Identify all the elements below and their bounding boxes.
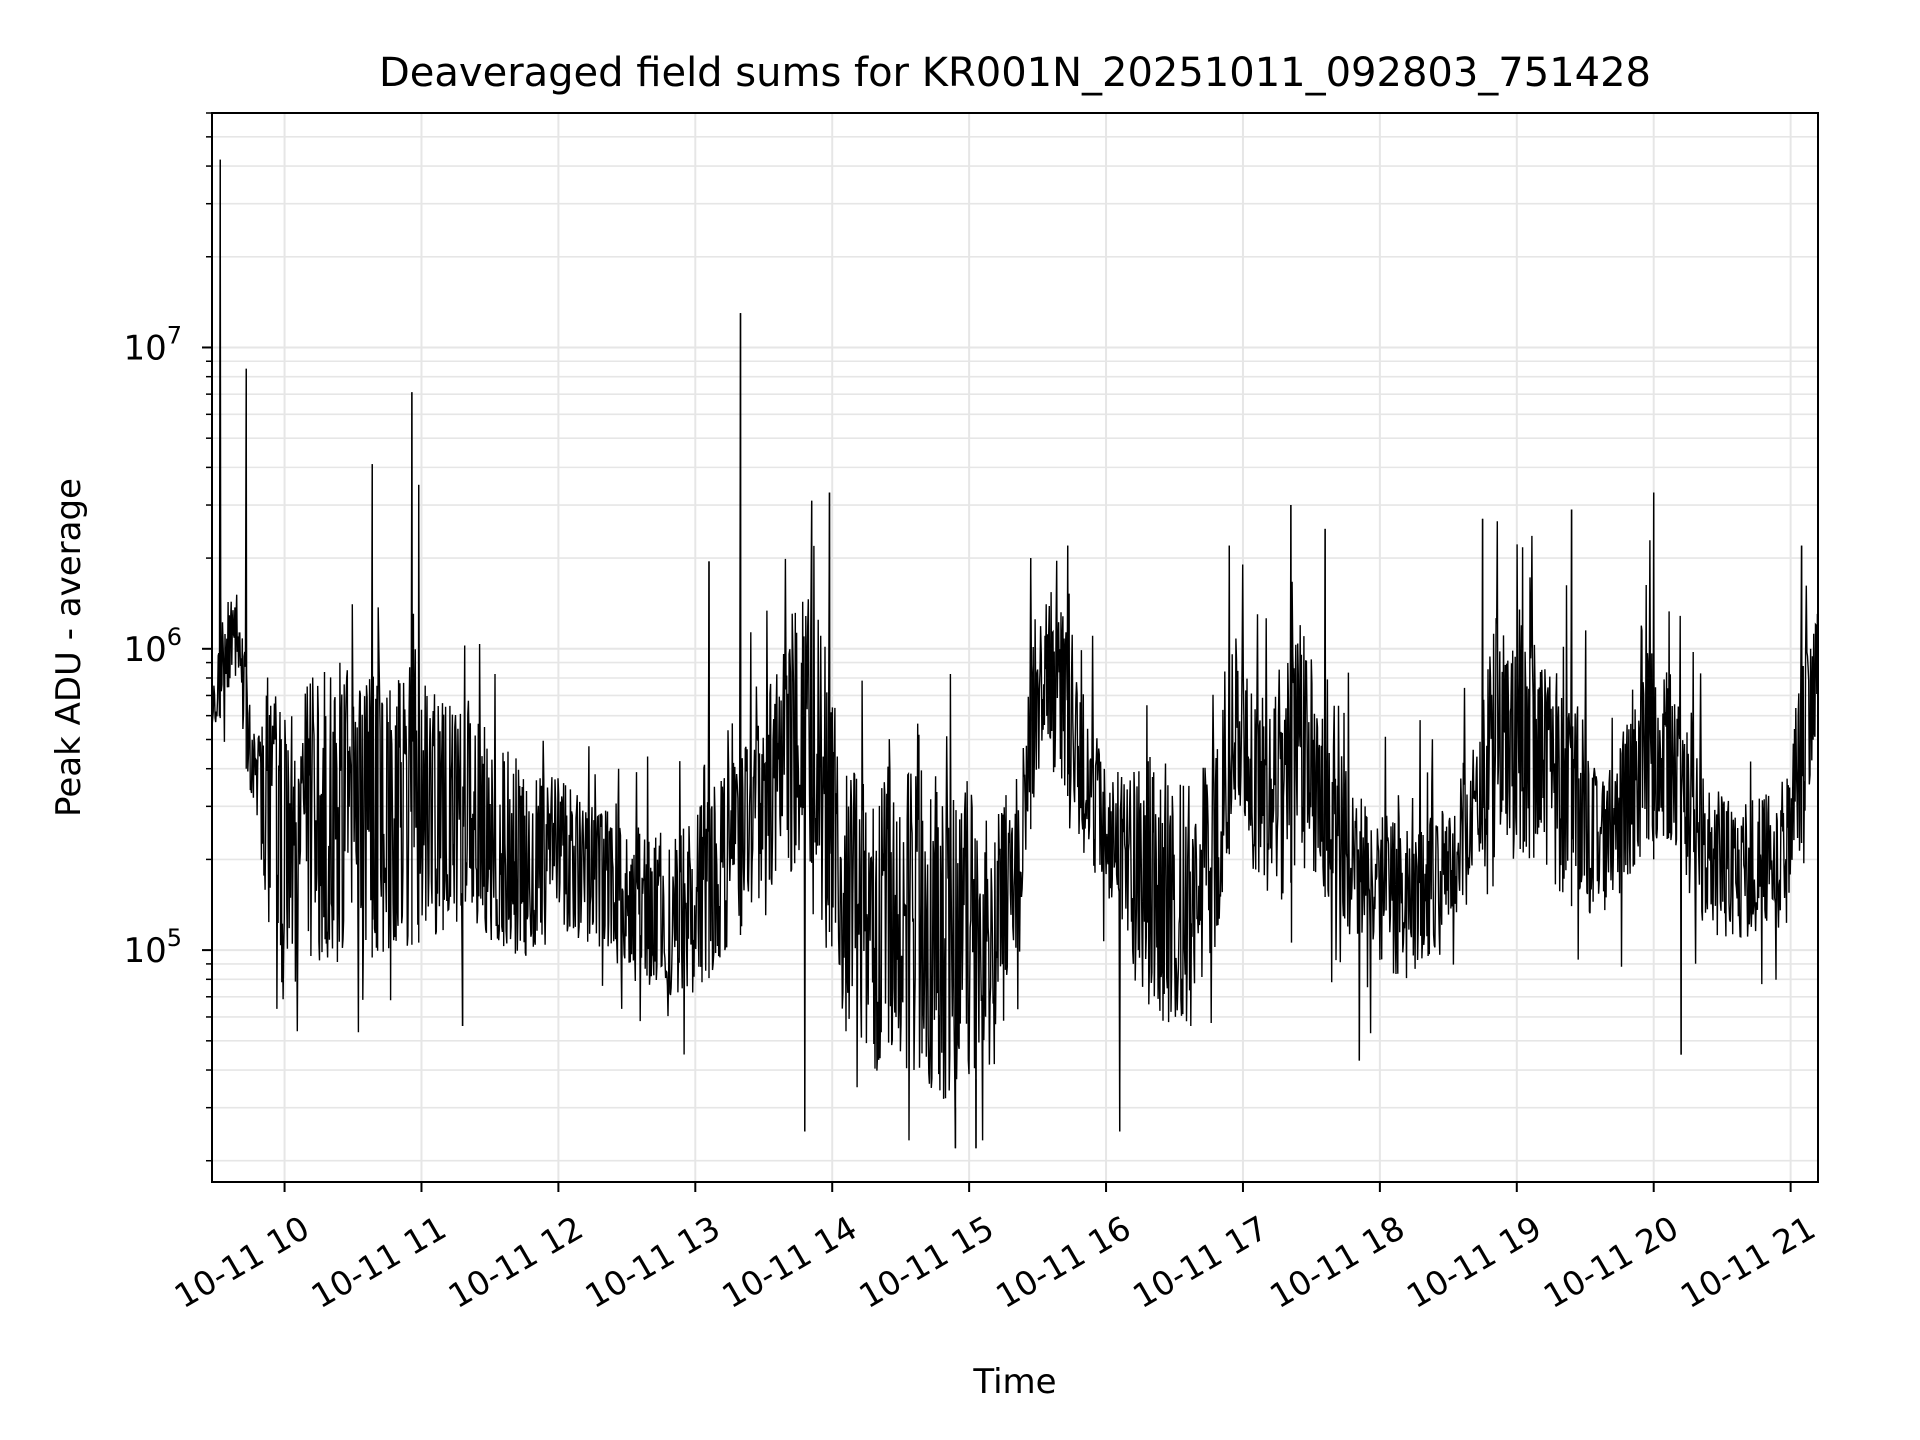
y-tick-exponent: 5	[167, 924, 182, 952]
y-tick-exponent: 6	[167, 623, 182, 651]
y-tick-label: 105	[123, 924, 182, 971]
y-tick-label: 106	[123, 623, 182, 670]
y-tick-exponent: 7	[167, 321, 182, 349]
chart-title: Deaveraged field sums for KR001N_2025101…	[379, 50, 1651, 96]
plot-area	[212, 159, 1818, 1149]
axes-frame	[211, 112, 1819, 1183]
y-axis-label: Peak ADU - average	[49, 478, 89, 817]
series-line	[212, 159, 1818, 1149]
y-tick-label: 107	[123, 321, 182, 368]
y-tick-base: 10	[123, 630, 166, 670]
x-axis-label: Time	[972, 1362, 1056, 1402]
y-tick-base: 10	[123, 931, 166, 971]
y-tick-base: 10	[123, 328, 166, 368]
